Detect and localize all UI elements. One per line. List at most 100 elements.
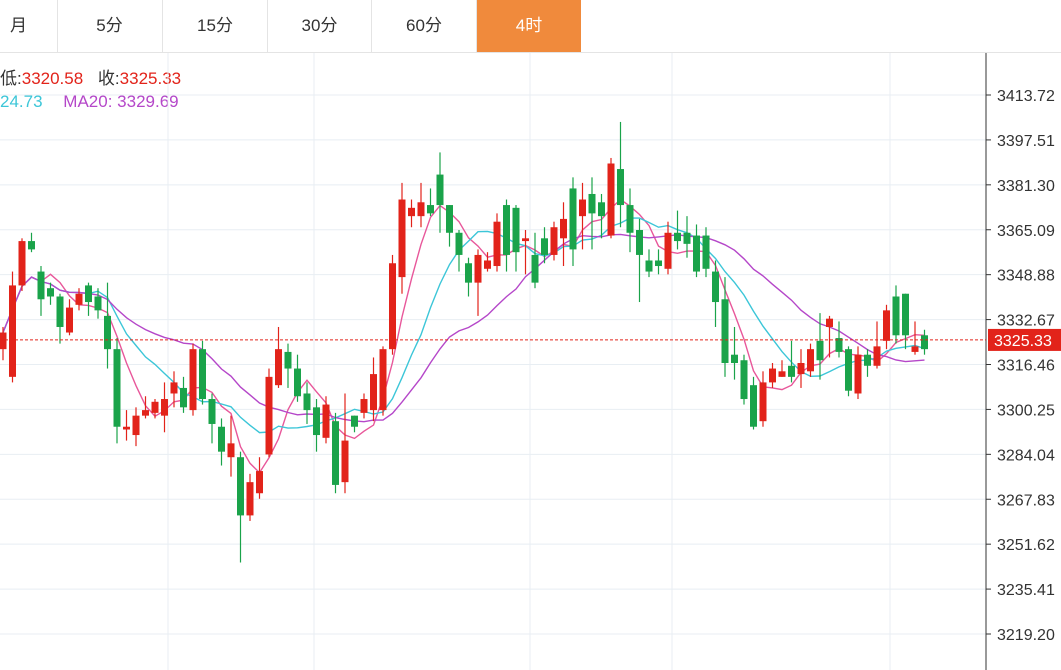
candle-body: [28, 241, 35, 250]
candle-body: [218, 426, 225, 452]
candle-body: [626, 205, 634, 233]
y-tick-label: 3300.25: [997, 402, 1055, 419]
candle-body: [569, 188, 577, 250]
candle-body: [921, 335, 928, 350]
low-value: 3320.58: [21, 69, 84, 88]
candle-body: [313, 407, 320, 436]
candle-body: [303, 393, 311, 411]
candle-body: [37, 271, 45, 300]
candle-body: [351, 415, 358, 427]
candle-body: [56, 296, 64, 327]
candle-body: [208, 399, 216, 424]
candle-body: [294, 368, 301, 397]
candle-body: [484, 260, 491, 269]
candle-body: [607, 163, 615, 236]
candle-body: [75, 293, 83, 305]
candle-body: [664, 232, 672, 269]
tab-60min[interactable]: 60分: [372, 0, 477, 52]
candle-body: [769, 368, 776, 383]
ma10-value: 24.73: [0, 92, 43, 111]
candle-body: [322, 404, 330, 438]
candle-body: [265, 376, 273, 455]
ma5-line: [2, 198, 925, 474]
candle-body: [370, 374, 377, 411]
ma-info-row: 24.73 MA20: 3329.69: [0, 92, 179, 112]
candle-body: [835, 338, 843, 352]
candle-body: [436, 174, 444, 206]
candle-body: [9, 285, 16, 377]
candle-body: [617, 169, 624, 206]
y-tick-label: 3381.30: [997, 178, 1055, 195]
candle-body: [864, 354, 871, 366]
candle-body: [512, 207, 520, 253]
candle-body: [721, 299, 729, 364]
y-tick-label: 3397.51: [997, 133, 1055, 150]
candle-body: [94, 296, 102, 311]
ohlc-info-row: 低:3320.58 收:3325.33: [0, 64, 181, 89]
y-tick-label: 3235.41: [997, 582, 1055, 599]
candle-body: [598, 202, 605, 217]
candle-body: [104, 315, 111, 350]
candle-body: [389, 263, 396, 350]
candle-body: [85, 285, 92, 303]
candle-body: [47, 288, 54, 297]
candle-body: [759, 382, 767, 422]
low-label: 低:: [0, 69, 22, 88]
candle-body: [541, 238, 548, 255]
candle-body: [778, 371, 786, 377]
candle-body: [655, 260, 662, 267]
candle-body: [132, 415, 140, 436]
candle-body: [531, 254, 539, 283]
y-tick-label: 3267.83: [997, 492, 1055, 509]
tab-5min[interactable]: 5分: [57, 0, 163, 52]
tab-30min[interactable]: 30分: [268, 0, 372, 52]
candle-body: [113, 349, 121, 427]
y-tick-label: 3332.67: [997, 313, 1055, 330]
candle-body: [683, 232, 691, 244]
tab-15min[interactable]: 15分: [163, 0, 268, 52]
y-tick-label: 3316.46: [997, 358, 1055, 375]
candle-body: [579, 199, 586, 217]
candle-body: [854, 354, 862, 394]
candle-body: [0, 332, 7, 350]
candle-body: [807, 349, 814, 372]
candle-body: [237, 457, 244, 516]
tab-month[interactable]: 月: [0, 0, 58, 52]
y-tick-label: 3284.04: [997, 447, 1055, 464]
candle-body: [560, 218, 567, 239]
candle-body: [522, 238, 529, 242]
candle-body: [341, 440, 349, 483]
ma20-label: MA20:: [63, 92, 113, 111]
ma20-value: 3329.69: [117, 92, 179, 111]
y-tick-label: 3348.88: [997, 268, 1055, 285]
candle-body: [493, 221, 501, 267]
last-price-label: 3325.33: [994, 333, 1052, 350]
candle-body: [256, 471, 263, 494]
candlestick-chart: 3413.72 3397.51 3381.30 3365.09 3348.88 3332.…: [0, 53, 1061, 670]
candle-body: [740, 360, 748, 400]
candle-body: [588, 193, 596, 214]
candle-body: [750, 385, 757, 427]
candle-body: [816, 340, 824, 361]
tab-4hour[interactable]: 4时: [477, 0, 581, 52]
candle-body: [636, 229, 643, 255]
last-price-badge: [988, 328, 1061, 351]
candle-body: [693, 235, 700, 272]
candle-body: [227, 443, 235, 458]
ma10-line: [2, 217, 925, 434]
candle-body: [427, 205, 434, 214]
period-tab-bar: 月 5分 15分 30分 60分 4时: [0, 0, 1061, 53]
candle-body: [142, 410, 149, 416]
candle-body: [645, 260, 653, 272]
candle-body: [797, 363, 805, 375]
candle-body: [275, 349, 282, 386]
candle-body: [712, 271, 719, 303]
candle-body: [398, 199, 406, 278]
candle-body: [199, 349, 206, 400]
close-value: 3325.33: [119, 69, 182, 88]
candle-body: [246, 482, 254, 516]
candle-body: [465, 263, 472, 283]
candle-body: [360, 399, 368, 413]
candle-body: [446, 205, 453, 233]
candle-body: [892, 296, 900, 336]
